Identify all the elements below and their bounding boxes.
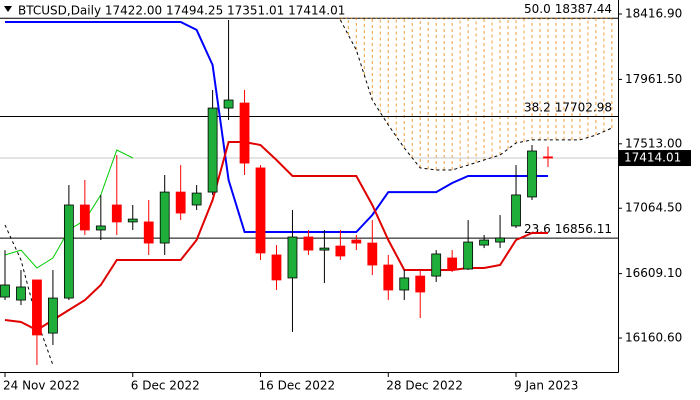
candle-body — [239, 102, 250, 164]
x-tick-label: 16 Dec 2022 — [259, 379, 336, 393]
candle-body — [159, 191, 170, 244]
candle-body — [431, 253, 442, 277]
candle-body — [0, 284, 10, 298]
x-tick-label: 24 Nov 2022 — [3, 379, 80, 393]
menu-arrow[interactable] — [4, 6, 12, 12]
candle-body — [255, 167, 266, 254]
y-tick-label: 17064.50 — [625, 201, 682, 215]
last-price-label: 17414.01 — [624, 151, 681, 165]
candle-body — [415, 275, 426, 293]
candle-body — [383, 264, 394, 291]
candle-body — [319, 247, 330, 251]
fib-price: 17702.98 — [555, 100, 612, 114]
candle-body — [32, 279, 42, 336]
x-tick-label: 28 Dec 2022 — [386, 379, 463, 393]
candle-body — [511, 194, 521, 227]
y-tick-label: 18416.90 — [625, 7, 682, 21]
y-tick-label: 16609.10 — [625, 266, 682, 280]
candle-body — [367, 242, 378, 266]
candle-body — [447, 257, 458, 271]
candle-body — [111, 204, 122, 223]
candle-body — [95, 225, 106, 231]
indicator-line — [4, 141, 548, 332]
fib-level: 38.2 — [524, 100, 551, 114]
y-tick-label: 17513.00 — [625, 136, 682, 150]
candle-body — [335, 245, 346, 257]
fib-label: 50.0 18387.44 — [524, 2, 612, 16]
candle-body — [191, 192, 202, 206]
candle-body — [143, 221, 154, 244]
last-price-badge — [619, 150, 691, 167]
candle-body — [175, 191, 186, 214]
plot-area: 50.0 18387.44 38.2 17702.98 23.6 16856.11 — [0, 2, 618, 366]
x-tick-label: 6 Dec 2022 — [131, 379, 200, 393]
indicator-line — [4, 19, 613, 366]
candle-body — [351, 239, 362, 244]
y-tick-label: 17961.50 — [625, 72, 682, 86]
candle-body — [287, 236, 298, 279]
y-tick-label: 16160.60 — [625, 331, 682, 345]
candle-body — [527, 150, 537, 198]
fib-price: 18387.44 — [555, 2, 612, 16]
fib-label: 38.2 17702.98 — [524, 100, 612, 114]
candle-body — [127, 218, 138, 223]
candle-body — [223, 99, 234, 109]
candle-body — [303, 236, 314, 251]
candle-body — [399, 277, 410, 291]
fib-label: 23.6 16856.11 — [524, 222, 612, 236]
candle-body — [79, 204, 90, 231]
candle-body — [543, 156, 553, 159]
indicator-line — [5, 21, 548, 233]
candle-body — [16, 286, 26, 301]
candle-body — [63, 204, 74, 299]
fib-level: 50.0 — [524, 2, 551, 16]
candle-body — [207, 107, 218, 193]
x-tick-label: 9 Jan 2023 — [514, 379, 578, 393]
candle-body — [479, 239, 490, 246]
candle-body — [463, 241, 474, 270]
candle-body — [271, 254, 282, 281]
candle-body — [495, 237, 505, 243]
candle-body — [48, 297, 58, 334]
fib-price: 16856.11 — [555, 222, 612, 236]
chart-title: BTCUSD,Daily 17422.00 17494.25 17351.01 … — [18, 4, 345, 18]
